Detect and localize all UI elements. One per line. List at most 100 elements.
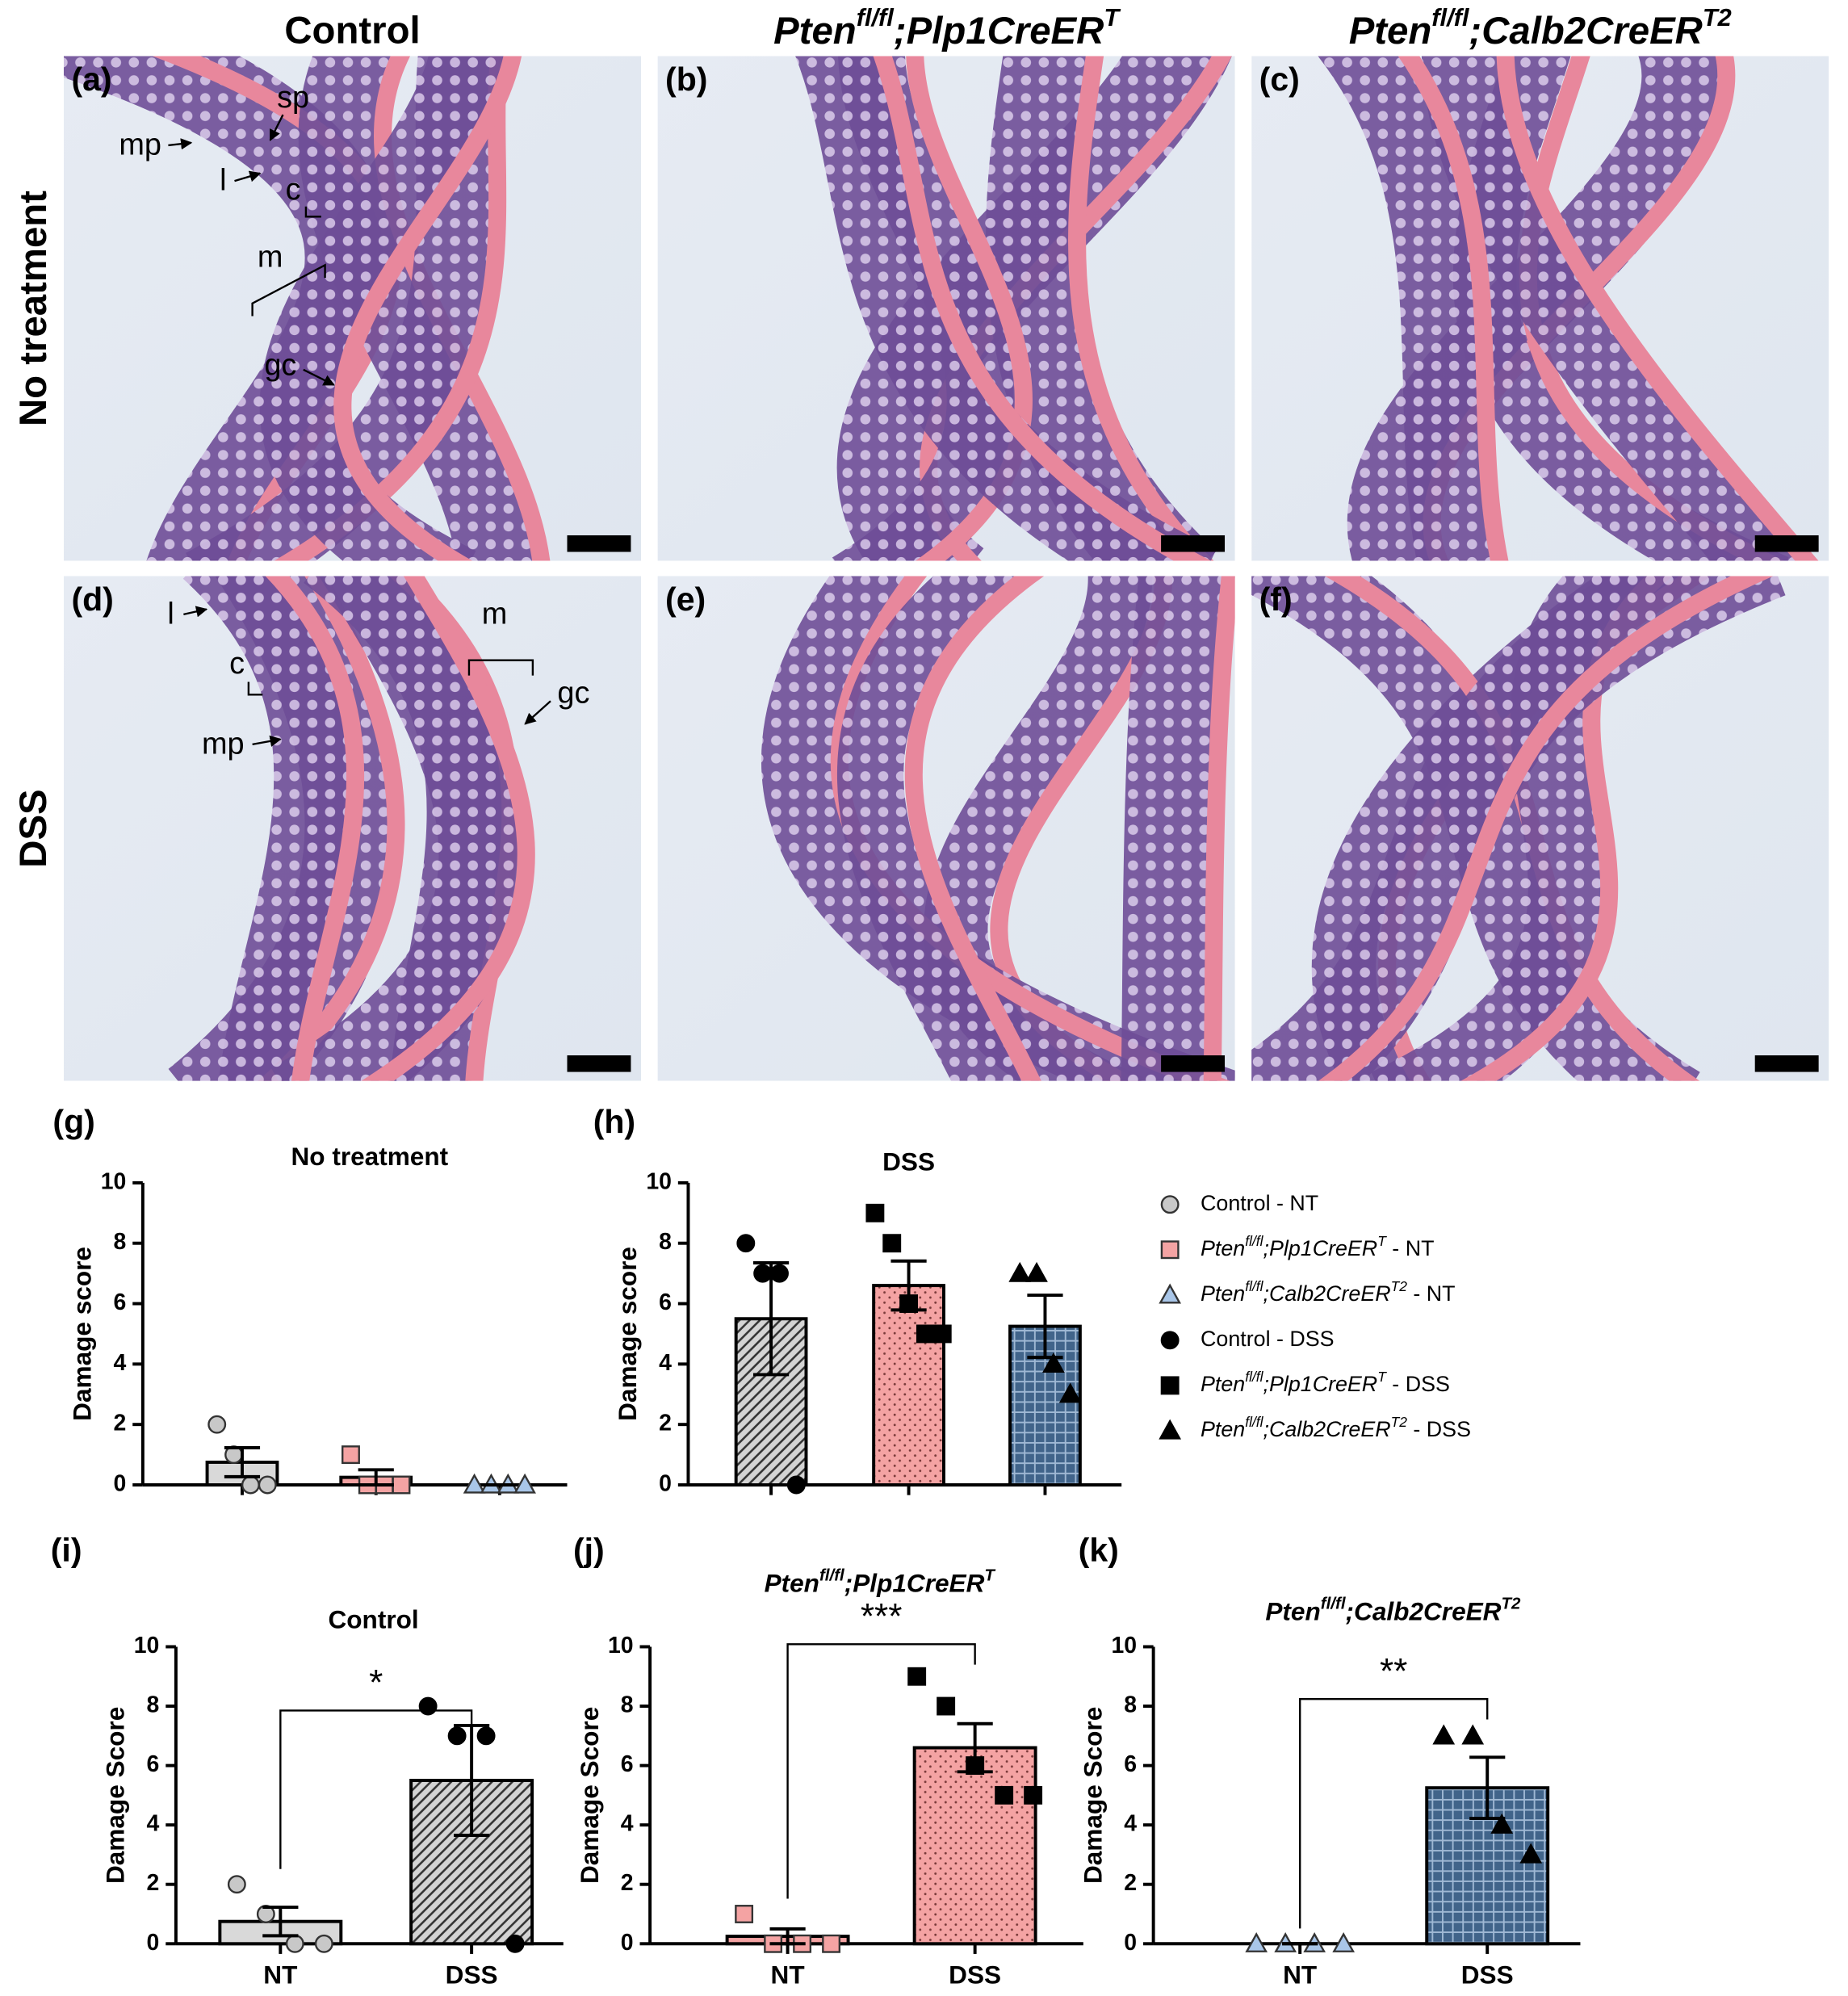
legend-label-part: Pten [1201, 1372, 1245, 1396]
legend-label-part: fl/fl [1245, 1232, 1263, 1248]
annotation: gc [557, 676, 589, 710]
bar [872, 1284, 945, 1487]
legend-label: Control - NT [1201, 1191, 1318, 1215]
y-axis-label: Damage Score [1078, 1707, 1107, 1884]
x-tick-label: NT [1283, 1960, 1317, 1990]
mucosa [1422, 56, 1817, 561]
data-point [258, 1475, 277, 1495]
legend-label-part: Pten [1201, 1281, 1245, 1306]
scale-bar [567, 1055, 631, 1072]
significance-bracket [786, 1643, 976, 1899]
data-point [995, 1785, 1014, 1805]
legend-label: Ptenfl/fl;Plp1CreERT - NT [1201, 1232, 1434, 1260]
y-tick-label: 8 [659, 1229, 672, 1255]
data-point [735, 1905, 754, 1923]
micrograph [1251, 56, 1829, 561]
scale-bar [1754, 535, 1819, 552]
mucosa [836, 576, 1041, 1081]
data-point [822, 1934, 841, 1953]
y-tick-label: 0 [114, 1471, 127, 1497]
y-tick-label: 2 [1124, 1870, 1137, 1896]
y-tick-label: 0 [147, 1930, 160, 1956]
x-tick-label: NT [263, 1960, 297, 1990]
panel-label: (f) [1259, 581, 1293, 618]
y-tick-label: 10 [1112, 1633, 1138, 1658]
data-point [1519, 1843, 1543, 1864]
muscle-layer [873, 56, 1212, 561]
error-bar [1027, 1294, 1063, 1360]
legend-label: Ptenfl/fl;Calb2CreERT2 - DSS [1201, 1414, 1471, 1441]
y-tick-label: 0 [1124, 1930, 1137, 1956]
data-point [241, 1475, 260, 1495]
data-point [1058, 1382, 1082, 1403]
legend-label-part: - NT [1386, 1236, 1435, 1260]
legend-label: Ptenfl/fl;Plp1CreERT - DSS [1201, 1368, 1450, 1395]
data-point [937, 1696, 956, 1716]
error-bar [1469, 1755, 1506, 1821]
data-point [1159, 1283, 1182, 1304]
annotation: c [229, 647, 245, 681]
annotation-arrow [183, 606, 208, 618]
y-tick-label: 2 [114, 1411, 127, 1436]
chart-title: Ptenfl/fl;Plp1CreERT [765, 1566, 996, 1598]
legend-label: Control - DSS [1201, 1327, 1335, 1351]
chart-title: Control [328, 1604, 418, 1633]
data-point [736, 1234, 756, 1253]
muscle-layer [904, 576, 1045, 1081]
y-tick-label: 4 [1124, 1811, 1137, 1837]
chart-title-part: fl/fl [1321, 1594, 1347, 1612]
mucosa [1121, 576, 1235, 1081]
data-point [476, 1726, 496, 1746]
muscle-layer [265, 576, 365, 1081]
data-point [513, 1473, 536, 1494]
data-point [314, 1934, 333, 1953]
data-point [1332, 1932, 1356, 1952]
annotation: l [167, 597, 174, 631]
legend-label-part: - DSS [1407, 1417, 1471, 1441]
data-point [285, 1934, 304, 1953]
y-tick-label: 6 [1124, 1751, 1137, 1777]
column-title-part: ;Calb2CreER [1469, 10, 1702, 52]
x-tick-label: DSS [949, 1960, 1001, 1990]
scale-bar [1161, 1055, 1226, 1072]
y-axis-label: Damage score [68, 1247, 97, 1421]
annotation-arrow [269, 114, 284, 141]
annotation-arrow [303, 368, 335, 386]
legend-label: Ptenfl/fl;Calb2CreERT2 - NT [1201, 1277, 1456, 1305]
chart-title-part: ;Plp1CreER [844, 1569, 985, 1598]
annotation: mp [202, 727, 245, 761]
legend-label-part: fl/fl [1245, 1277, 1263, 1294]
row-title: DSS [12, 789, 55, 867]
annotation-bracket [467, 659, 534, 676]
y-tick-label: 6 [621, 1751, 634, 1777]
error-bar [890, 1259, 927, 1312]
column-title: Control [284, 10, 420, 52]
column-title-part: Pten [1349, 10, 1432, 52]
scale-bar [1754, 1055, 1819, 1072]
column-title-part: ;Plp1CreER [894, 10, 1104, 52]
muscle-layer [1318, 576, 1774, 1081]
panel-label: (g) [52, 1103, 94, 1140]
muscle-layer [1203, 576, 1235, 1081]
y-tick-label: 10 [134, 1633, 160, 1658]
legend-label-part: ;Calb2CreER [1263, 1417, 1391, 1441]
data-point [865, 1203, 885, 1222]
legend-label-part: ;Plp1CreER [1263, 1372, 1378, 1396]
chart-title-part: ;Calb2CreER [1346, 1597, 1502, 1626]
panel-label: (j) [573, 1532, 605, 1569]
y-tick-label: 0 [621, 1930, 634, 1956]
y-tick-label: 4 [659, 1350, 672, 1376]
muscle-layer [1067, 56, 1214, 561]
annotation: l [220, 164, 226, 198]
panel-label: (b) [665, 61, 707, 98]
data-point [392, 1475, 411, 1495]
y-axis-label: Damage Score [101, 1707, 130, 1884]
x-tick-label: DSS [1461, 1960, 1514, 1990]
annotation-bracket [251, 263, 326, 317]
data-point [1245, 1932, 1268, 1952]
data-point [882, 1234, 902, 1253]
data-point [463, 1473, 486, 1494]
annotation: mp [119, 128, 161, 162]
y-tick-label: 8 [1124, 1692, 1137, 1718]
